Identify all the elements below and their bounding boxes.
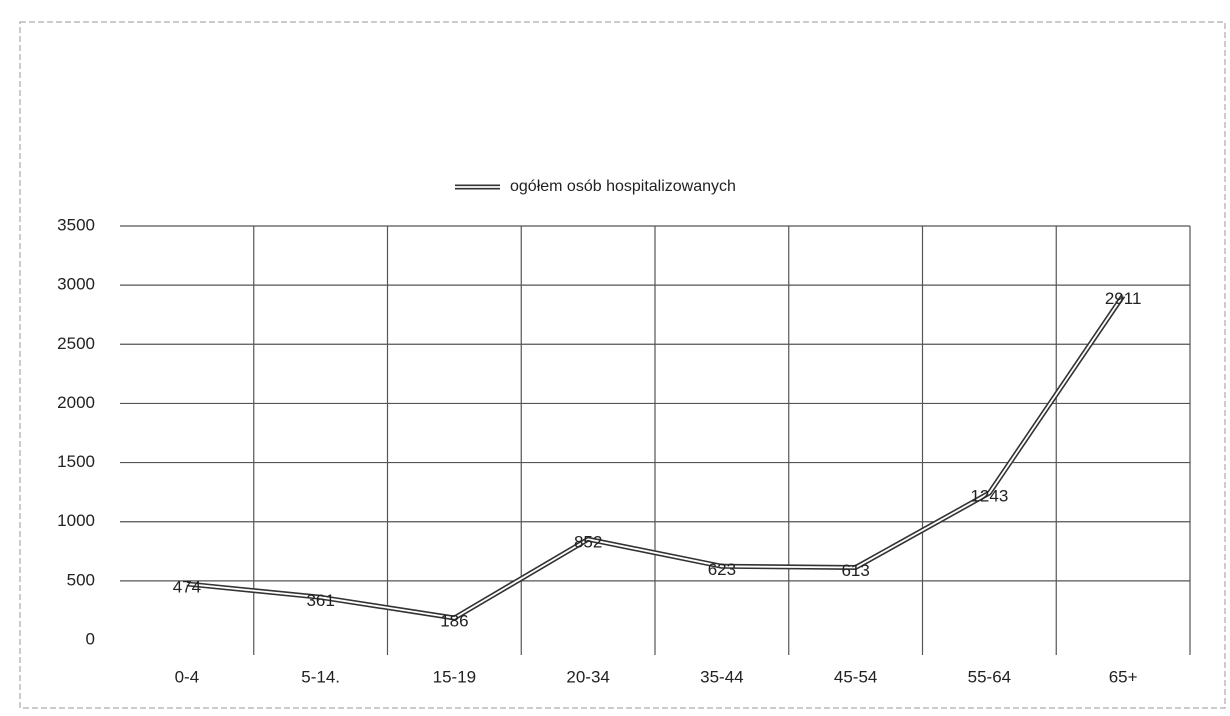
data-label: 852: [574, 533, 602, 552]
data-label: 623: [708, 560, 736, 579]
chart-frame: [19, 21, 1226, 709]
series-line-inner: [186, 295, 1124, 619]
x-tick-label: 55-64: [968, 667, 1011, 686]
y-tick-label: 3500: [57, 215, 95, 234]
data-label: 474: [173, 577, 201, 596]
x-tick-label: 45-54: [834, 667, 877, 686]
data-label: 1243: [970, 486, 1008, 505]
x-tick-label: 35-44: [700, 667, 743, 686]
x-tick-label: 5-14.: [301, 667, 340, 686]
y-tick-label: 1500: [57, 452, 95, 471]
legend-label: ogółem osób hospitalizowanych: [510, 178, 736, 195]
y-tick-label: 500: [67, 570, 95, 589]
x-tick-label: 65+: [1109, 667, 1138, 686]
y-tick-label: 0: [86, 629, 95, 648]
data-label: 613: [841, 561, 869, 580]
x-tick-label: 0-4: [175, 667, 200, 686]
y-tick-label: 2500: [57, 334, 95, 353]
y-tick-label: 2000: [57, 393, 95, 412]
data-label: 361: [306, 591, 334, 610]
x-tick-label: 20-34: [566, 667, 609, 686]
data-label: 186: [440, 611, 468, 630]
y-tick-label: 1000: [57, 511, 95, 530]
x-tick-label: 15-19: [433, 667, 476, 686]
y-tick-label: 3000: [57, 275, 95, 294]
data-label: 2911: [1105, 289, 1142, 308]
